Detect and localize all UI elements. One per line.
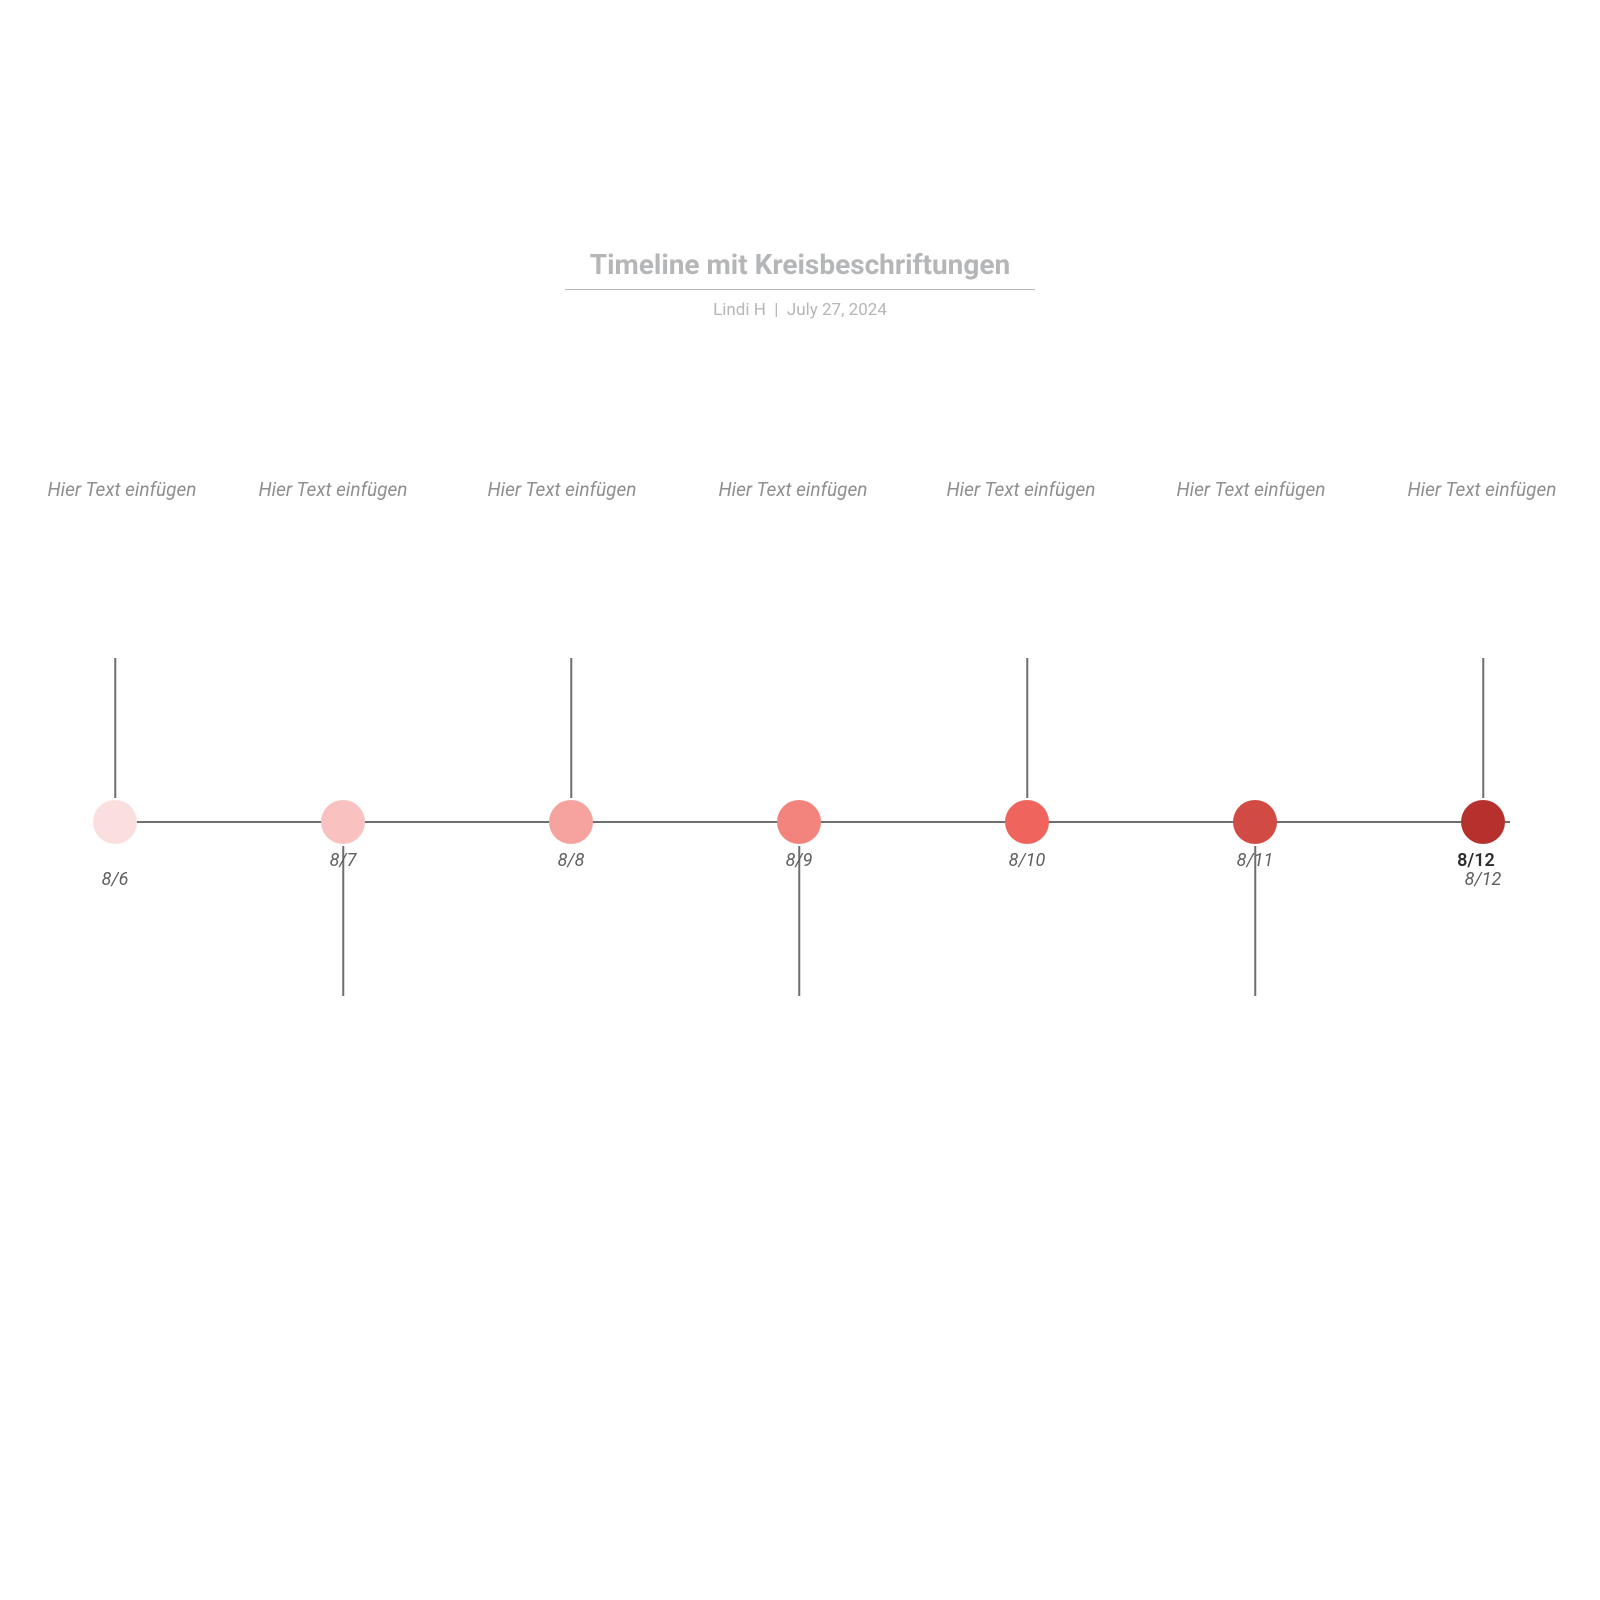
timeline-date: 8/9 xyxy=(786,850,813,871)
timeline-placeholder[interactable]: Hier Text einfügen xyxy=(48,478,197,501)
timeline-placeholder[interactable]: Hier Text einfügen xyxy=(259,478,408,501)
timeline-tick xyxy=(1482,658,1484,798)
timeline-node[interactable] xyxy=(549,800,593,844)
timeline-tick xyxy=(570,658,572,798)
timeline-node[interactable] xyxy=(321,800,365,844)
timeline-tick xyxy=(114,658,116,798)
timeline-node[interactable] xyxy=(1233,800,1277,844)
timeline-date: 8/7 xyxy=(330,850,357,871)
timeline-placeholder[interactable]: Hier Text einfügen xyxy=(719,478,868,501)
timeline-node[interactable] xyxy=(777,800,821,844)
timeline-date: 8/12 xyxy=(1465,869,1502,890)
timeline-placeholder[interactable]: Hier Text einfügen xyxy=(947,478,1096,501)
timeline-date: 8/6 xyxy=(102,869,129,890)
timeline-date: 8/10 xyxy=(1009,850,1046,871)
timeline-canvas: 8/6 Hier Text einfügen 8/7 Hier Text einfüg… xyxy=(0,0,1600,1600)
timeline-placeholder[interactable]: Hier Text einfügen xyxy=(488,478,637,501)
timeline-placeholder[interactable]: Hier Text einfügen xyxy=(1408,478,1557,501)
timeline-tick xyxy=(1026,658,1028,798)
timeline-node[interactable] xyxy=(93,800,137,844)
timeline-placeholder[interactable]: Hier Text einfügen xyxy=(1177,478,1326,501)
timeline-date: 8/11 xyxy=(1237,850,1274,871)
timeline-node[interactable] xyxy=(1005,800,1049,844)
timeline-date-overlay: 8/12 xyxy=(1457,850,1495,871)
timeline-date: 8/8 xyxy=(558,850,585,871)
timeline-node[interactable] xyxy=(1461,800,1505,844)
